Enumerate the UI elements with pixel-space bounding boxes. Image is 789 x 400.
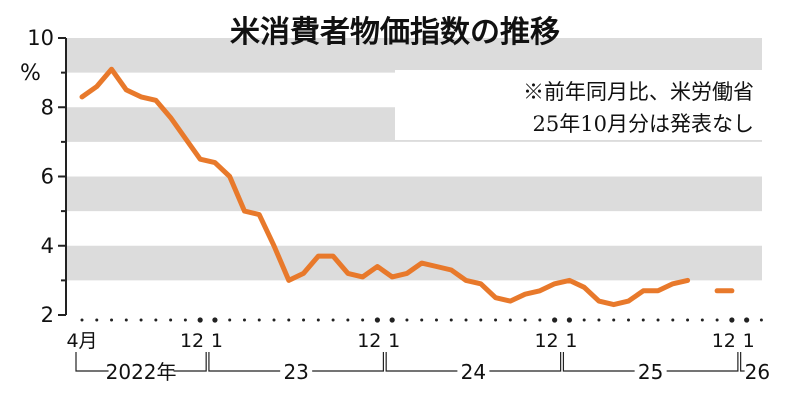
x-dot-43 [715,318,719,322]
year-label-4: 26 [745,360,770,384]
x-dot-36 [612,318,616,322]
year-bracket-4 [740,352,745,372]
y-tick-label-8: 8 [41,95,54,119]
band-0 [66,38,762,73]
x-dot-12 [257,318,261,322]
year-bracket-left-0 [75,352,109,372]
x-dot-32 [552,317,558,323]
y-tick-label-2: 2 [41,303,54,327]
year-bracket-right-0 [173,352,207,372]
year-label-3: 25 [638,360,663,384]
x-dot-17 [331,318,335,322]
x-tick-label-0: 4月 [66,330,97,352]
x-dot-44 [729,317,735,323]
x-dot-25 [449,318,453,322]
year-labels: 2022年 23 24 25 26 [75,352,770,384]
x-dot-4 [139,318,143,322]
note-background [395,70,765,140]
x-dot-39 [656,318,660,322]
x-dot-5 [154,318,158,322]
year-label-1: 23 [283,360,308,384]
note-line-2: 25年10月分は発表なし [533,112,754,136]
x-dot-27 [479,318,483,322]
y-axis: 2 4 6 8 10 [27,26,67,327]
x-tick-label-4: 1 [388,330,400,352]
year-bracket-left-2 [385,352,458,372]
x-dot-7 [183,318,187,322]
x-dot-19 [361,318,365,322]
year-bracket-right-1 [312,352,384,372]
y-unit-label: % [20,61,41,86]
x-dot-30 [523,318,527,322]
x-dot-20 [374,317,380,323]
x-tick-label-5: 12 [534,330,558,352]
year-bracket-right-3 [666,352,739,372]
x-dot-29 [508,318,512,322]
x-dot-46 [759,318,763,322]
note-line-1: ※前年同月比、米労働省 [523,80,754,104]
x-dot-42 [700,318,704,322]
x-dot-15 [302,318,306,322]
year-label-0: 2022年 [106,360,177,384]
x-dot-3 [124,318,128,322]
x-dot-45 [744,317,750,323]
x-dot-41 [686,318,690,322]
x-dot-8 [197,317,203,323]
x-dot-0 [80,318,84,322]
x-dot-10 [228,318,232,322]
year-bracket-right-2 [489,352,562,372]
x-tick-label-2: 1 [211,330,223,352]
band-2 [66,176,762,212]
x-dot-37 [626,318,630,322]
year-bracket-left-3 [562,352,635,372]
chart-title: 米消費者物価指数の推移 [230,15,560,50]
x-tick-label-1: 12 [180,330,204,352]
x-dot-6 [169,318,173,322]
year-label-2: 24 [461,360,486,384]
x-dot-14 [287,318,291,322]
x-dot-35 [597,318,601,322]
y-tick-label-4: 4 [41,234,54,258]
y-tick-label-10: 10 [27,26,54,50]
x-dot-11 [242,318,246,322]
x-dot-23 [420,318,424,322]
x-tick-label-7: 12 [712,330,736,352]
x-dot-40 [671,318,675,322]
x-dot-16 [316,318,320,322]
x-dot-33 [566,317,573,323]
x-dot-24 [434,318,438,322]
x-dot-9 [212,317,218,323]
y-tick-label-6: 6 [41,165,54,189]
x-dot-34 [582,318,586,322]
year-bracket-left-1 [208,352,281,372]
x-tick-label-8: 1 [743,330,755,352]
x-dot-26 [464,318,468,322]
x-dot-21 [389,317,395,323]
x-tick-label-6: 1 [565,330,577,352]
x-dot-13 [272,318,276,322]
x-dot-28 [494,318,498,322]
band-3 [66,245,762,281]
x-dot-1 [95,318,99,322]
x-dot-38 [641,318,645,322]
source-note: ※前年同月比、米労働省 25年10月分は発表なし [395,70,765,140]
x-dot-22 [405,318,409,322]
series-line [79,66,735,308]
x-axis: 4月 12 1 12 1 12 1 12 1 [66,317,763,352]
x-dot-2 [110,318,114,322]
x-dot-18 [346,318,350,322]
cpi-line-segment-0 [79,66,691,308]
x-dot-31 [538,318,542,322]
x-tick-label-3: 12 [357,330,381,352]
